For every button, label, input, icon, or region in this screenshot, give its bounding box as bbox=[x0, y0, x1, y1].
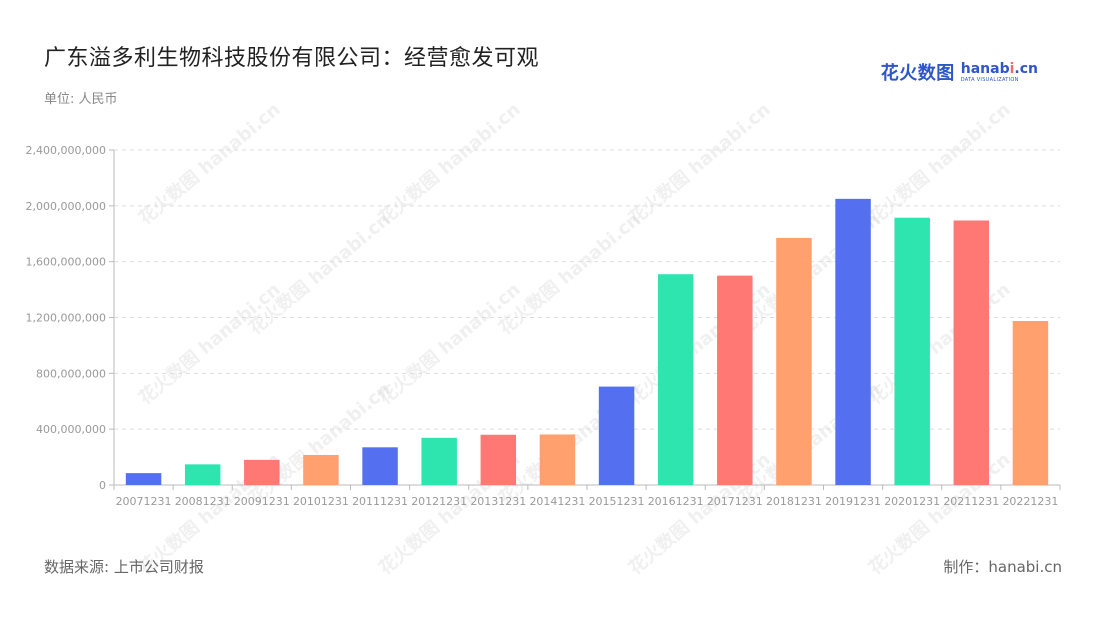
bar-20091231 bbox=[244, 459, 280, 485]
y-tick-label: 2,000,000,000 bbox=[26, 200, 106, 213]
page-title: 广东溢多利生物科技股份有限公司：经营愈发可观 bbox=[44, 46, 540, 71]
bar-20081231 bbox=[184, 464, 221, 485]
x-tick-label: 20111231 bbox=[352, 495, 408, 508]
bar-20151231 bbox=[598, 386, 635, 485]
y-tick-label: 400,000,000 bbox=[36, 423, 106, 436]
x-tick-label: 20071231 bbox=[116, 495, 172, 508]
y-tick-label: 1,600,000,000 bbox=[26, 256, 106, 269]
bar-20201231 bbox=[894, 217, 930, 485]
x-tick-label: 20181231 bbox=[766, 495, 822, 508]
brand-logo: 花火数图 hanabi.cn DATA VISUALIZATION bbox=[881, 58, 1038, 86]
bar-20121231 bbox=[421, 437, 457, 485]
logo-en-block: hanabi.cn DATA VISUALIZATION bbox=[961, 62, 1038, 83]
y-tick-label: 1,200,000,000 bbox=[26, 312, 106, 325]
logo-cn-text: 花火数图 bbox=[880, 63, 955, 84]
y-tick-label: 2,400,000,000 bbox=[26, 144, 106, 157]
source-note: 数据来源: 上市公司财报 bbox=[44, 558, 204, 576]
logo-sub-text: DATA VISUALIZATION bbox=[960, 76, 1019, 83]
bar-20221231 bbox=[1012, 320, 1049, 485]
x-tick-label: 20131231 bbox=[470, 495, 526, 508]
bar-20191231 bbox=[835, 198, 871, 485]
bar-20161231 bbox=[657, 274, 694, 485]
x-tick-label: 20191231 bbox=[825, 495, 881, 508]
logo-en-text: hanabi.cn bbox=[960, 60, 1038, 77]
x-tick-label: 20141231 bbox=[529, 495, 585, 508]
x-tick-label: 20101231 bbox=[293, 495, 349, 508]
x-tick-label: 20171231 bbox=[707, 495, 763, 508]
x-tick-label: 20221231 bbox=[1002, 495, 1058, 508]
bar-20141231 bbox=[539, 434, 576, 485]
bar-20111231 bbox=[362, 447, 398, 485]
x-tick-label: 20091231 bbox=[234, 495, 290, 508]
bar-20071231 bbox=[125, 473, 162, 485]
y-tick-label: 0 bbox=[99, 479, 106, 492]
x-tick-label: 20211231 bbox=[943, 495, 999, 508]
x-tick-label: 20081231 bbox=[175, 495, 231, 508]
x-tick-label: 20121231 bbox=[411, 495, 467, 508]
bar-20171231 bbox=[717, 275, 753, 485]
credit-note: 制作：hanabi.cn bbox=[943, 558, 1062, 576]
x-tick-label: 20161231 bbox=[648, 495, 704, 508]
unit-label: 单位: 人民币 bbox=[44, 92, 118, 107]
bar-20131231 bbox=[480, 434, 517, 485]
x-tick-label: 20151231 bbox=[589, 495, 645, 508]
bar-20181231 bbox=[776, 237, 812, 485]
y-tick-label: 800,000,000 bbox=[36, 367, 106, 380]
bar-20101231 bbox=[303, 454, 339, 485]
x-tick-label: 20201231 bbox=[884, 495, 940, 508]
bar-20211231 bbox=[953, 220, 990, 486]
